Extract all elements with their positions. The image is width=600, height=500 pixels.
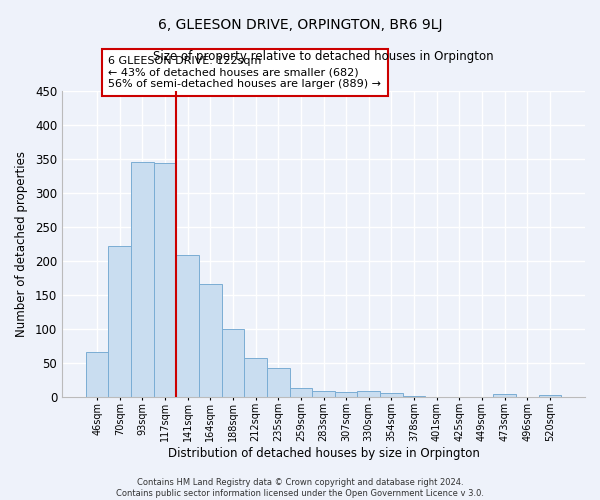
Bar bbox=[221, 329, 244, 396]
Bar bbox=[86, 352, 109, 397]
Bar bbox=[312, 391, 335, 396]
Bar bbox=[358, 391, 380, 396]
Text: 6 GLEESON DRIVE: 122sqm
← 43% of detached houses are smaller (682)
56% of semi-d: 6 GLEESON DRIVE: 122sqm ← 43% of detache… bbox=[109, 56, 382, 89]
Bar bbox=[131, 162, 154, 396]
Bar bbox=[176, 255, 199, 396]
Text: 6, GLEESON DRIVE, ORPINGTON, BR6 9LJ: 6, GLEESON DRIVE, ORPINGTON, BR6 9LJ bbox=[158, 18, 442, 32]
Bar bbox=[290, 388, 312, 396]
Bar bbox=[109, 246, 131, 396]
Bar bbox=[244, 358, 267, 397]
Bar bbox=[493, 394, 516, 396]
Y-axis label: Number of detached properties: Number of detached properties bbox=[15, 150, 28, 336]
Bar bbox=[199, 284, 221, 397]
Title: Size of property relative to detached houses in Orpington: Size of property relative to detached ho… bbox=[153, 50, 494, 63]
Text: Contains HM Land Registry data © Crown copyright and database right 2024.
Contai: Contains HM Land Registry data © Crown c… bbox=[116, 478, 484, 498]
X-axis label: Distribution of detached houses by size in Orpington: Distribution of detached houses by size … bbox=[167, 447, 479, 460]
Bar bbox=[154, 164, 176, 396]
Bar bbox=[539, 395, 561, 396]
Bar bbox=[335, 392, 358, 396]
Bar bbox=[380, 393, 403, 396]
Bar bbox=[267, 368, 290, 396]
